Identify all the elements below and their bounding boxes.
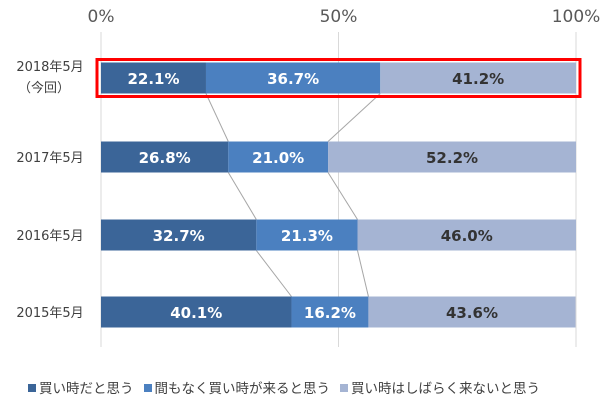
chart-legend: 買い時だと思う 間もなく買い時が来ると思う 買い時はしばらく来ないと思う xyxy=(28,377,550,397)
x-tick-label: 100% xyxy=(552,7,601,27)
data-label: 21.0% xyxy=(252,149,304,167)
bar-segment xyxy=(228,141,329,173)
data-label: 40.1% xyxy=(170,304,222,322)
data-label: 21.3% xyxy=(281,227,333,245)
x-tick-label: 0% xyxy=(88,7,115,27)
series-connector-lines xyxy=(205,93,381,297)
data-label: 41.2% xyxy=(452,70,504,88)
legend-item: 買い時はしばらく来ないと思う xyxy=(340,377,540,397)
legend-swatch xyxy=(143,384,152,392)
legend-swatch xyxy=(28,384,36,392)
legend-item: 買い時だと思う xyxy=(28,377,134,397)
data-label: 32.7% xyxy=(153,227,205,245)
category-label: 2017年5月 xyxy=(16,151,83,166)
series-line xyxy=(205,93,229,142)
bar-segment xyxy=(205,62,381,94)
bar-segment xyxy=(256,219,358,251)
bar-segment xyxy=(291,296,369,328)
data-label: 26.8% xyxy=(139,149,191,167)
series-line xyxy=(357,250,369,297)
category-sublabel: （今回） xyxy=(18,80,70,96)
bar-segment xyxy=(380,62,576,94)
bars xyxy=(101,62,576,328)
data-label: 52.2% xyxy=(426,149,478,167)
series-line xyxy=(227,172,257,220)
bar-segment xyxy=(101,219,257,251)
x-tick-label: 50% xyxy=(320,7,358,27)
bar-segment xyxy=(328,141,576,173)
data-label: 22.1% xyxy=(127,70,179,88)
legend-label: 買い時だと思う xyxy=(39,381,134,397)
series-line xyxy=(255,250,292,297)
legend-item: 間もなく買い時が来ると思う xyxy=(143,377,331,397)
data-label: 46.0% xyxy=(441,227,493,245)
data-label: 36.7% xyxy=(267,70,319,88)
bar-segment xyxy=(357,219,576,251)
x-axis-ticks: 0% 50% 100% xyxy=(88,7,601,27)
data-label: 16.2% xyxy=(304,304,356,322)
bar-segment xyxy=(101,296,292,328)
legend-label: 買い時はしばらく来ないと思う xyxy=(351,381,540,397)
category-labels: 2018年5月 （今回） 2017年5月 2016年5月 2015年5月 xyxy=(16,60,83,321)
legend-swatch xyxy=(340,384,348,392)
bar-segment xyxy=(368,296,576,328)
series-line xyxy=(327,93,381,142)
series-line xyxy=(327,172,358,220)
legend-label: 間もなく買い時が来ると思う xyxy=(154,381,331,397)
highlight-box xyxy=(95,58,582,98)
category-label: 2015年5月 xyxy=(16,306,83,321)
category-label: 2016年5月 xyxy=(16,229,83,244)
data-labels: 22.1% 36.7% 41.2% 26.8% 21.0% 52.2% 32.7% 21.3%… xyxy=(127,70,504,322)
bar-segment xyxy=(101,62,206,94)
data-label: 43.6% xyxy=(446,304,498,322)
category-label: 2018年5月 xyxy=(16,60,83,75)
bar-segment xyxy=(101,141,229,173)
highlight-frame xyxy=(95,58,582,98)
